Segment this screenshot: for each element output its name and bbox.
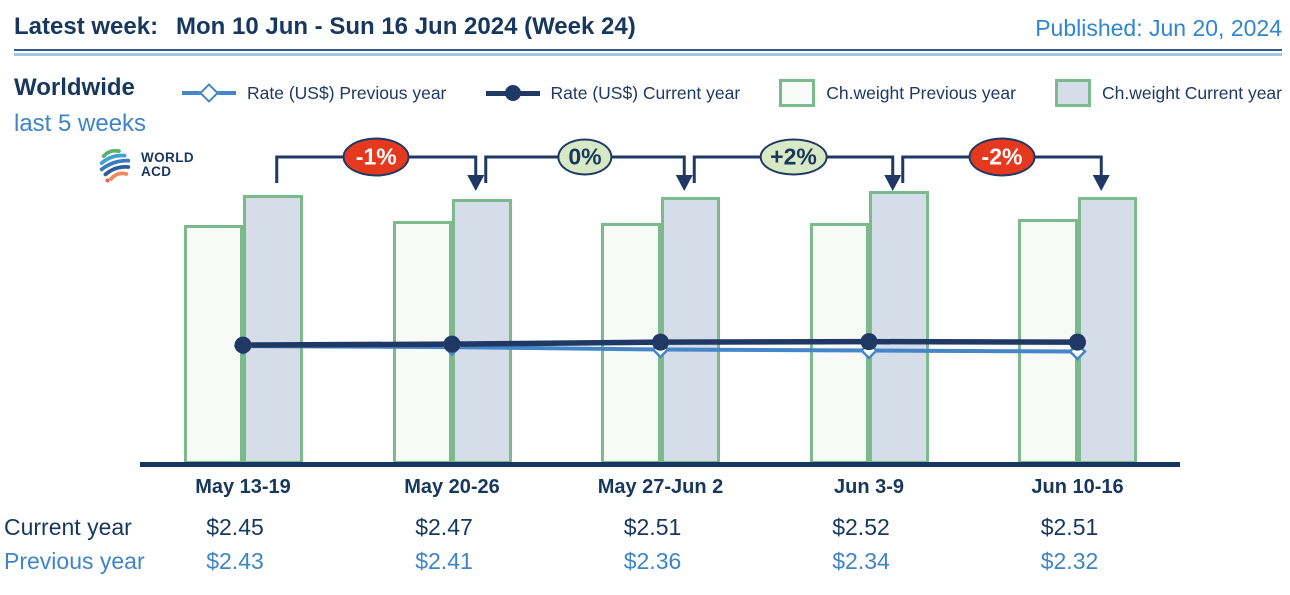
table-value: $2.36 xyxy=(623,548,682,574)
row-label-current-year: Current year xyxy=(4,514,132,540)
table-value: $2.41 xyxy=(415,548,473,574)
x-axis-label: Jun 3-9 xyxy=(833,476,905,498)
table-row-current-year: Current year $2.45 $2.47 $2.51 $2.52 $2.51 xyxy=(0,514,1290,546)
line-diamond-marker-icon xyxy=(182,83,236,103)
bar-chweight-current xyxy=(869,191,929,464)
table-value: $2.51 xyxy=(623,514,682,540)
globe-icon xyxy=(99,148,131,183)
region-title: Worldwide xyxy=(14,74,135,101)
table-value: $2.32 xyxy=(1040,548,1099,574)
worldacd-logo: WORLD ACD xyxy=(94,144,194,186)
legend-item-chweight-previous-year: Ch.weight Previous year xyxy=(779,79,1016,107)
bar-chweight-current xyxy=(660,197,720,464)
table-value: $2.45 xyxy=(206,514,264,540)
logo-wordmark: WORLD ACD xyxy=(141,150,194,179)
line-circle-marker-icon xyxy=(485,84,540,102)
period-subtitle: last 5 weeks xyxy=(14,110,147,137)
bar-chweight-current xyxy=(452,199,512,464)
table-value: $2.52 xyxy=(832,514,890,540)
x-axis-label: May 20-26 xyxy=(404,476,500,498)
table-value: $2.51 xyxy=(1040,514,1099,540)
bar-swatch-current-icon xyxy=(1055,79,1092,107)
legend-label: Ch.weight Current year xyxy=(1102,82,1282,103)
x-axis-line xyxy=(140,462,1180,467)
legend-label: Ch.weight Previous year xyxy=(826,82,1016,103)
latest-week-value: Mon 10 Jun - Sun 16 Jun 2024 (Week 24) xyxy=(176,13,636,40)
table-value: $2.47 xyxy=(415,514,473,540)
table-row-previous-year: Previous year $2.43 $2.41 $2.36 $2.34 $2.32 xyxy=(0,548,1290,580)
x-axis-label: May 13-19 xyxy=(195,476,291,498)
bar-chweight-current xyxy=(1077,197,1137,464)
bar-chweight-current xyxy=(243,195,303,464)
header-divider-light xyxy=(14,53,1282,56)
chart-legend: Rate (US$) Previous year Rate (US$) Curr… xyxy=(182,78,1282,108)
legend-label: Rate (US$) Previous year xyxy=(247,82,447,103)
bar-chweight-previous xyxy=(183,225,243,464)
header-divider-dark xyxy=(14,49,1282,51)
published-date: Published: Jun 20, 2024 xyxy=(1035,15,1282,41)
bar-swatch-previous-icon xyxy=(779,79,816,107)
x-axis-label: Jun 10-16 xyxy=(1031,476,1124,498)
legend-label: Rate (US$) Current year xyxy=(550,82,741,103)
legend-item-rate-previous-year: Rate (US$) Previous year xyxy=(182,83,446,104)
legend-item-rate-current-year: Rate (US$) Current year xyxy=(485,82,741,104)
row-label-previous-year: Previous year xyxy=(4,548,145,574)
x-axis-label: May 27-Jun 2 xyxy=(597,476,724,498)
latest-week-label: Latest week: xyxy=(14,13,159,40)
legend-item-chweight-current-year: Ch.weight Current year xyxy=(1055,79,1282,107)
table-value: $2.34 xyxy=(832,548,890,574)
table-value: $2.43 xyxy=(206,548,264,574)
